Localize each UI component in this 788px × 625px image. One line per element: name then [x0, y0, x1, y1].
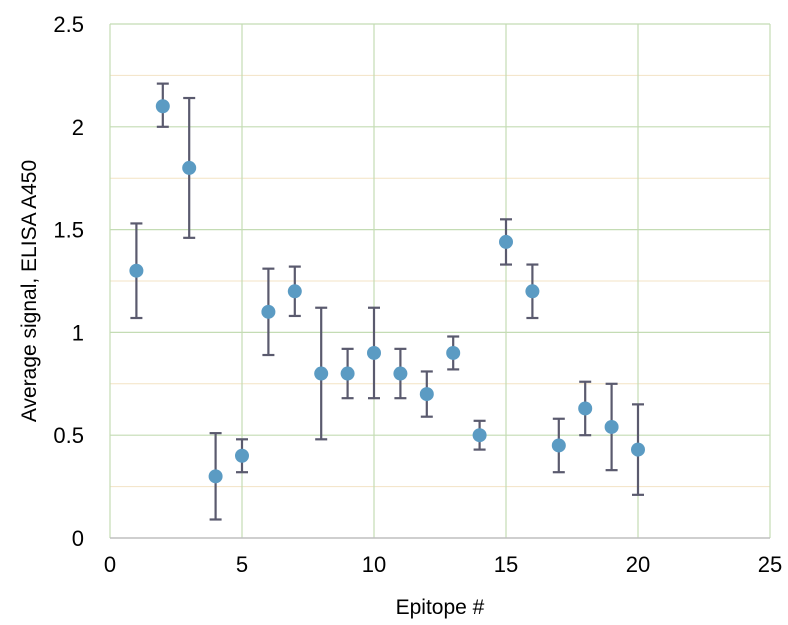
y-axis-title: Average signal, ELISA A450: [18, 160, 41, 422]
x-axis-title: Epitope #: [396, 596, 485, 619]
data-point: [129, 263, 144, 278]
data-point: [393, 366, 408, 381]
data-point: [182, 160, 197, 175]
data-point: [525, 284, 540, 299]
y-tick-label: 1.5: [53, 218, 84, 243]
x-tick-label: 25: [758, 552, 782, 577]
data-point: [287, 284, 302, 299]
x-tick-label: 15: [494, 552, 518, 577]
data-point: [367, 345, 381, 360]
major-grid: [109, 23, 771, 538]
x-tick-label: 20: [626, 552, 650, 577]
y-tick-label: 0: [72, 526, 84, 551]
data-point: [208, 469, 223, 484]
data-point: [604, 419, 619, 434]
data-points: [129, 99, 645, 484]
data-point: [551, 438, 566, 453]
data-point: [314, 366, 329, 381]
x-tick-label: 0: [104, 552, 116, 577]
minor-grid: [110, 74, 770, 488]
data-point: [472, 428, 487, 443]
data-point: [446, 345, 461, 360]
x-tick-label: 5: [236, 552, 248, 577]
y-tick-label: 2.5: [53, 12, 84, 37]
data-point: [499, 234, 513, 249]
y-tick-label: 1: [72, 320, 84, 345]
data-point: [419, 387, 434, 402]
y-tick-label: 2: [72, 115, 84, 140]
data-point: [340, 366, 355, 381]
x-tick-label: 10: [362, 552, 386, 577]
y-tick-label: 0.5: [53, 423, 84, 448]
data-point: [235, 448, 249, 463]
data-point: [155, 99, 170, 114]
data-point: [631, 442, 645, 457]
error-bars: [130, 82, 644, 521]
data-point: [261, 304, 276, 319]
data-point: [578, 401, 593, 416]
